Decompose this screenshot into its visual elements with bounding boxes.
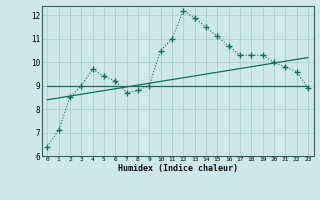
X-axis label: Humidex (Indice chaleur): Humidex (Indice chaleur) (118, 164, 237, 173)
